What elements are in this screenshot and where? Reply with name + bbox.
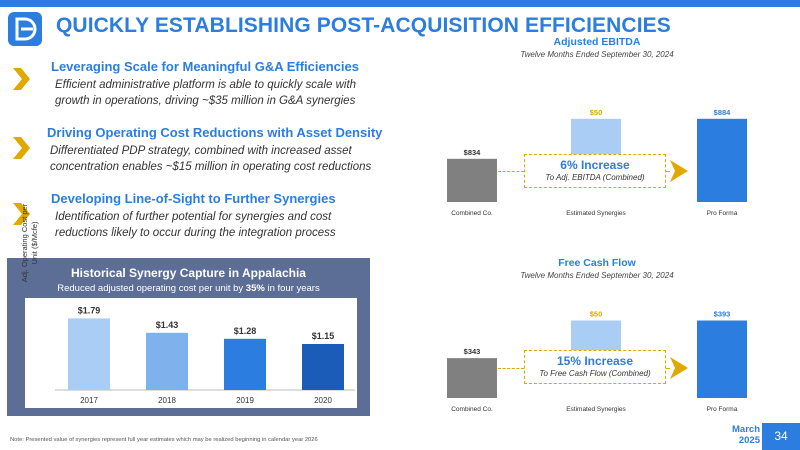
bar-value-label: $1.43 — [156, 320, 179, 330]
point-body-g-and-a: Efficient administrative platform is abl… — [55, 77, 415, 109]
chevron-right-icon — [13, 137, 30, 159]
ebitda-connector-line — [498, 171, 524, 172]
x-tick-label: 2018 — [158, 396, 176, 405]
x-tick-label: Estimated Synergies — [566, 406, 626, 413]
bar — [447, 358, 497, 398]
subtitle-text: Reduced adjusted operating cost per unit… — [57, 283, 246, 294]
bar — [697, 118, 747, 202]
fcf-chart-title: Free Cash Flow — [558, 257, 636, 269]
bar — [447, 158, 497, 202]
ebitda-increase-callout: 6% Increase To Adj. EBITDA (Combined) — [524, 154, 666, 188]
fcf-connector-line — [498, 368, 524, 369]
footer-date: March 2025 — [718, 424, 760, 446]
company-logo-icon — [8, 12, 42, 46]
fcf-increase-caption: To Free Cash Flow (Combined) — [539, 369, 651, 378]
fcf-connector-line — [666, 368, 670, 369]
ebitda-chart-subtitle: Twelve Months Ended September 30, 2024 — [520, 50, 674, 59]
point-heading-operating-cost: Driving Operating Cost Reductions with A… — [47, 125, 383, 140]
x-tick-label: 2019 — [236, 396, 254, 405]
x-tick-label: Estimated Synergies — [566, 210, 626, 217]
historical-chart-subtitle: Reduced adjusted operating cost per unit… — [7, 283, 370, 294]
subtitle-highlight: 35% — [245, 283, 265, 294]
point-body-line: Differentiated PDP strategy, combined wi… — [50, 145, 352, 157]
y-axis-label-line: Adj. Operating Cost per — [20, 203, 29, 283]
arrow-right-icon — [670, 357, 688, 379]
bar — [571, 118, 621, 159]
x-tick-label: Pro Forma — [707, 406, 738, 413]
historical-y-axis-label: Adj. Operating Cost per Unit ($/Mcfe) — [20, 188, 48, 298]
point-body-line: Efficient administrative platform is abl… — [55, 79, 357, 91]
fcf-increase-value: 15% Increase — [556, 354, 634, 368]
point-heading-g-and-a: Leveraging Scale for Meaningful G&A Effi… — [51, 59, 359, 74]
fcf-increase-callout: 15% Increase To Free Cash Flow (Combined… — [524, 350, 666, 384]
historical-chart-title: Historical Synergy Capture in Appalachia — [71, 266, 306, 280]
footnote: Note: Presented value of synergies repre… — [10, 437, 318, 443]
bar-value-label: $393 — [714, 310, 731, 319]
bar-value-label: $884 — [714, 108, 732, 117]
page-title: QUICKLY ESTABLISHING POST-ACQUISITION EF… — [56, 14, 671, 37]
bar — [146, 332, 188, 390]
chevron-right-icon — [13, 68, 30, 90]
point-body-operating-cost: Differentiated PDP strategy, combined wi… — [50, 143, 420, 175]
point-body-line: concentration enables ~$15 million in op… — [50, 161, 372, 173]
point-body-line: growth in operations, driving ~$35 milli… — [55, 95, 356, 107]
ebitda-increase-caption: To Adj. EBITDA (Combined) — [545, 173, 645, 182]
fcf-chart-subtitle: Twelve Months Ended September 30, 2024 — [520, 271, 674, 280]
historical-plot-area: $1.79 2017 $1.43 2018 $1.28 2019 $1.15 2020 — [25, 298, 357, 408]
point-body-line: reductions likely to occur during the in… — [55, 227, 336, 239]
top-accent-bar — [0, 0, 800, 7]
bar-value-label: $50 — [590, 310, 603, 319]
x-tick-label: Combined Co. — [451, 406, 493, 413]
footer-month: March — [732, 424, 760, 435]
chevron-right-icon — [13, 203, 30, 225]
point-body-further-synergies: Identification of further potential for … — [55, 209, 415, 241]
x-tick-label: Pro Forma — [707, 210, 738, 217]
arrow-right-icon — [670, 160, 688, 182]
y-axis-label-line: Unit ($/Mcfe) — [30, 221, 39, 265]
point-heading-further-synergies: Developing Line-of-Sight to Further Syne… — [51, 191, 336, 206]
bar — [302, 344, 344, 390]
x-tick-label: Combined Co. — [451, 210, 493, 217]
bar-value-label: $50 — [590, 108, 603, 117]
point-body-line: Identification of further potential for … — [55, 211, 332, 223]
x-tick-label: 2020 — [314, 396, 332, 405]
subtitle-text: in four years — [264, 283, 320, 294]
bar-value-label: $1.28 — [234, 326, 257, 336]
bar-value-label: $834 — [464, 148, 482, 157]
ebitda-waterfall-chart: $834 $50 $884 Combined Co. Estimated Synergi… — [447, 108, 747, 217]
historical-synergy-panel: Historical Synergy Capture in Appalachia… — [7, 258, 370, 416]
bar — [697, 320, 747, 398]
x-tick-label: 2017 — [80, 396, 98, 405]
footer-year: 2025 — [738, 435, 760, 446]
ebitda-increase-value: 6% Increase — [560, 158, 630, 172]
bar-value-label: $343 — [464, 347, 481, 356]
ebitda-connector-line — [666, 171, 670, 172]
bar — [68, 318, 110, 390]
bar-value-label: $1.79 — [78, 305, 101, 315]
historical-bar-chart: $1.79 2017 $1.43 2018 $1.28 2019 $1.15 2020 — [55, 305, 355, 405]
bar-value-label: $1.15 — [312, 331, 335, 341]
ebitda-chart-title: Adjusted EBITDA — [553, 36, 641, 48]
page-number: 34 — [762, 423, 800, 450]
bar — [224, 338, 266, 390]
